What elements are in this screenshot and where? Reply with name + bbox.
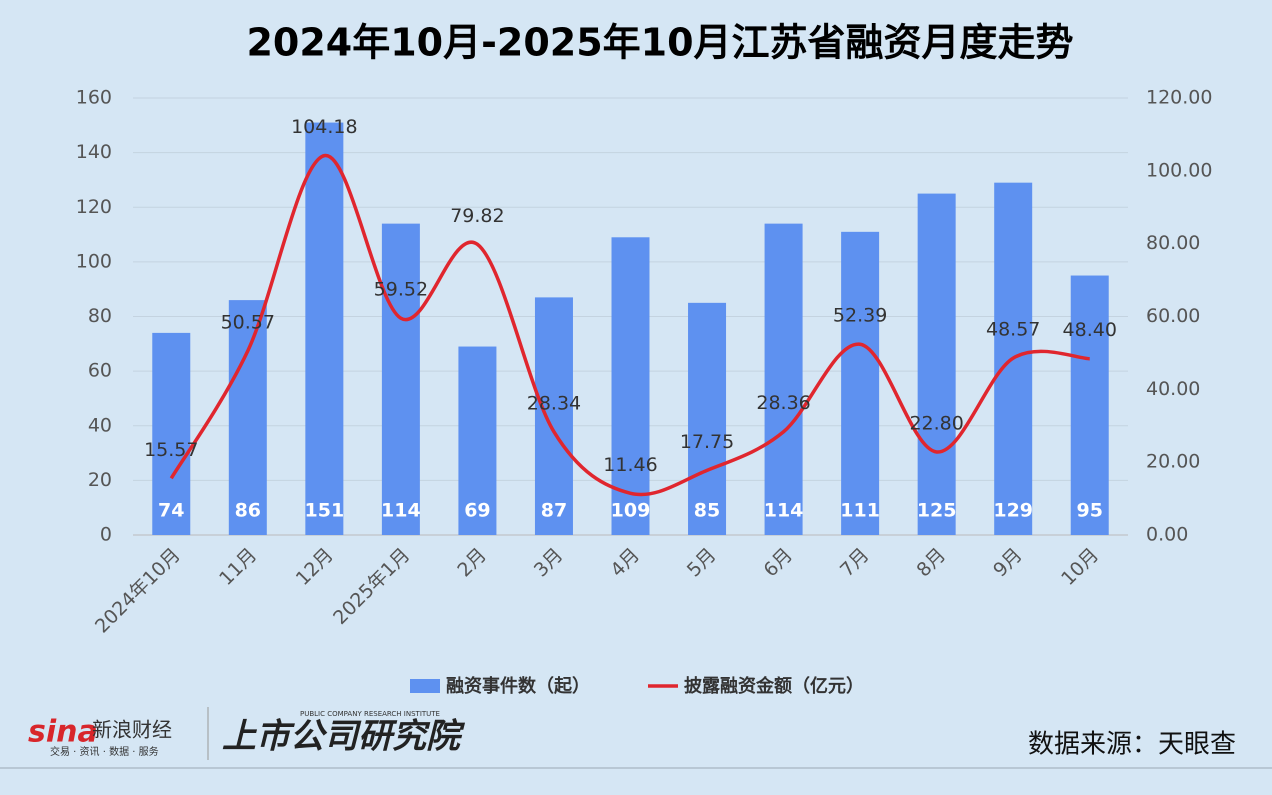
y2-tick-label: 20.00 (1146, 451, 1200, 473)
chart-title: 2024年10月-2025年10月江苏省融资月度走势 (246, 21, 1073, 65)
bar-value-label: 69 (464, 500, 490, 522)
bar (228, 300, 267, 535)
footer: sina 新浪财经 交易 · 资讯 · 数据 · 服务 PUBLIC COMPA… (0, 707, 1272, 769)
line-value-label: 48.57 (986, 319, 1040, 341)
line-value-label: 48.40 (1063, 319, 1117, 341)
y-tick-label: 80 (88, 305, 112, 327)
y2-tick-label: 120.00 (1146, 87, 1212, 109)
bar-value-label: 114 (381, 500, 421, 522)
bar (1070, 275, 1109, 535)
line-value-label: 17.75 (680, 431, 734, 453)
legend-swatch (410, 679, 440, 693)
line-value-label: 15.57 (144, 439, 198, 461)
legend-label: 融资事件数（起） (446, 675, 590, 697)
y-tick-label: 0 (100, 524, 112, 546)
bar (841, 231, 880, 536)
source: 数据来源：天眼查 (1028, 730, 1236, 760)
y2-tick-label: 40.00 (1146, 378, 1200, 400)
y-tick-label: 100 (76, 250, 112, 272)
y-tick-label: 40 (88, 414, 112, 436)
line-value-label: 28.36 (756, 392, 810, 414)
y-tick-label: 140 (76, 141, 112, 163)
bar (152, 332, 191, 535)
bar-value-label: 85 (694, 500, 720, 522)
logo-name: 新浪财经 (92, 718, 172, 742)
logo-tagline: 交易 · 资讯 · 数据 · 服务 (50, 745, 159, 758)
bar (611, 237, 650, 535)
bar-value-label: 74 (158, 500, 184, 522)
bar-value-label: 86 (235, 500, 261, 522)
line-value-label: 59.52 (374, 279, 428, 301)
bar (764, 223, 803, 535)
bar-value-label: 111 (840, 500, 880, 522)
bar-value-label: 125 (917, 500, 957, 522)
line-value-label: 11.46 (603, 454, 657, 476)
bar-value-label: 95 (1077, 500, 1103, 522)
line-value-label: 104.18 (291, 116, 357, 138)
bar (458, 346, 497, 535)
y2-tick-label: 80.00 (1146, 232, 1200, 254)
bar-value-label: 87 (541, 500, 567, 522)
bar (688, 302, 727, 535)
y-tick-label: 20 (88, 469, 112, 491)
y-tick-label: 120 (76, 196, 112, 218)
institute: 上市公司研究院 (222, 717, 466, 757)
legend-label: 披露融资金额（亿元） (684, 675, 864, 697)
bar-value-label: 151 (305, 500, 345, 522)
y-tick-label: 60 (88, 360, 112, 382)
bar (917, 193, 956, 535)
bar (534, 297, 573, 535)
bar-value-label: 109 (611, 500, 651, 522)
line (169, 153, 1090, 497)
bar (305, 122, 344, 536)
line-value-label: 79.82 (450, 205, 504, 227)
institute-en: PUBLIC COMPANY RESEARCH INSTITUTE (300, 710, 440, 718)
bar-value-label: 114 (764, 500, 804, 522)
y-tick-label: 160 (76, 87, 112, 109)
bar-value-label: 129 (993, 500, 1033, 522)
line-value-label: 52.39 (833, 305, 887, 327)
bar (381, 223, 420, 535)
y2-tick-label: 100.00 (1146, 159, 1212, 181)
y2-tick-label: 0.00 (1146, 524, 1188, 546)
logo: sina (28, 715, 98, 750)
line-value-label: 28.34 (527, 392, 581, 414)
line-value-label: 22.80 (909, 412, 963, 434)
y2-tick-label: 60.00 (1146, 305, 1200, 327)
line-value-label: 50.57 (221, 311, 275, 333)
